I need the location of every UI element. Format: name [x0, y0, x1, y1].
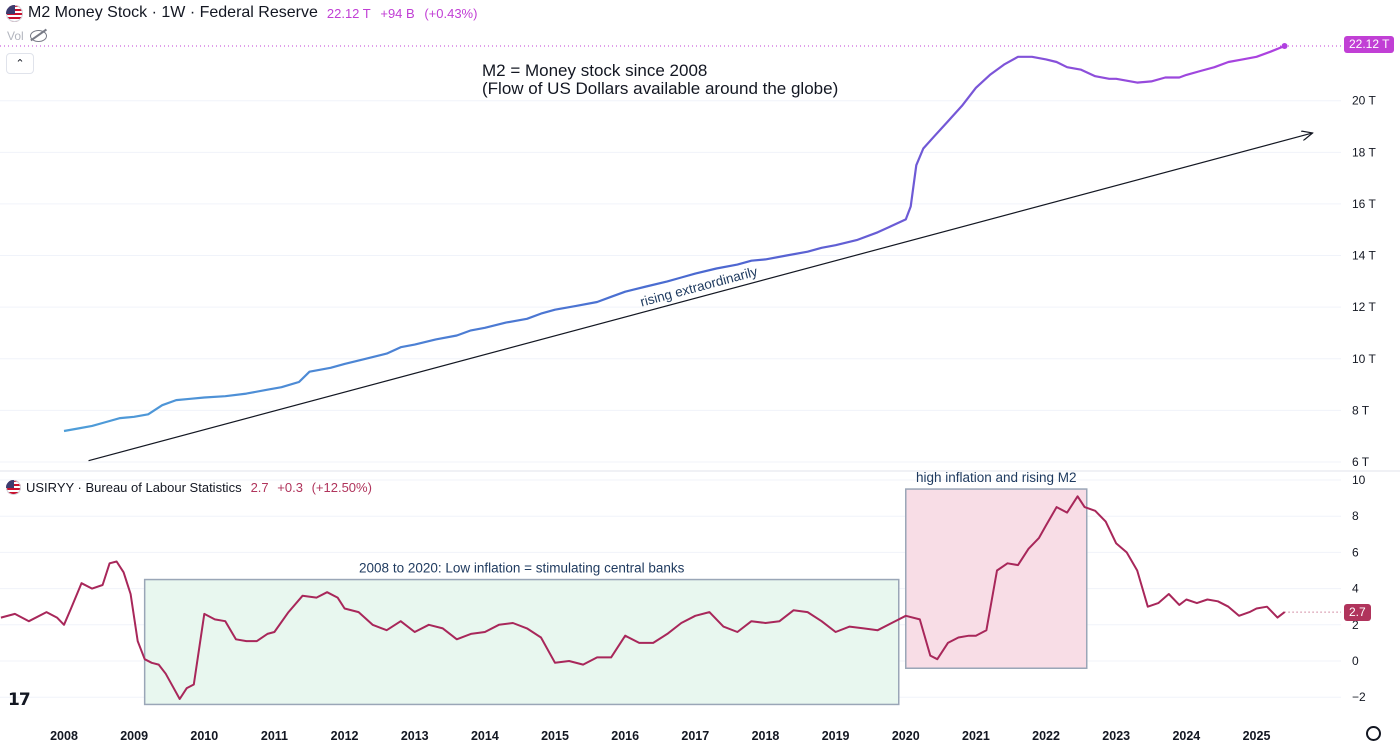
gear-icon[interactable] — [1366, 726, 1381, 741]
x-tick-label: 2013 — [401, 729, 429, 743]
chevron-up-icon: ⌃ — [15, 58, 25, 70]
m2-annotation-subtitle: (Flow of US Dollars available around the… — [482, 79, 838, 98]
high-inflation-label: high inflation and rising M2 — [916, 470, 1077, 485]
x-tick-label: 2009 — [120, 729, 148, 743]
sub-change: +0.3 — [277, 480, 303, 495]
cpi-y-tick-label: 4 — [1352, 582, 1359, 596]
x-tick-label: 2019 — [822, 729, 850, 743]
collapse-legend-button[interactable]: ⌃ — [6, 53, 34, 74]
m2-y-tick-label: 12 T — [1352, 300, 1376, 314]
x-tick-label: 2016 — [611, 729, 639, 743]
m2-last-point — [1281, 43, 1288, 49]
x-tick-label: 2025 — [1243, 729, 1271, 743]
x-tick-label: 2012 — [331, 729, 359, 743]
sub-change-pct: (+12.50%) — [311, 480, 372, 495]
cpi-y-tick-label: 2 — [1352, 618, 1359, 632]
main-series-values: 22.12 T +94 B (+0.43%) — [327, 6, 484, 21]
main-legend: M2 Money Stock · 1W · Federal Reserve 22… — [6, 4, 483, 22]
m2-y-tick-label: 6 T — [1352, 455, 1370, 469]
x-tick-label: 2020 — [892, 729, 920, 743]
x-tick-label: 2021 — [962, 729, 990, 743]
cpi-y-tick-label: 0 — [1352, 654, 1359, 668]
cpi-y-tick-label: −2 — [1352, 690, 1366, 704]
x-tick-label: 2017 — [681, 729, 709, 743]
cpi-y-tick-label: 6 — [1352, 545, 1359, 559]
m2-y-tick-label: 18 T — [1352, 145, 1376, 159]
main-change: +94 B — [380, 5, 415, 21]
volume-label: Vol — [7, 29, 24, 43]
x-tick-label: 2018 — [752, 729, 780, 743]
x-tick-label: 2008 — [50, 729, 78, 743]
m2-y-tick-label: 8 T — [1352, 403, 1370, 417]
x-tick-label: 2023 — [1102, 729, 1130, 743]
eye-off-icon[interactable] — [29, 30, 47, 42]
x-tick-label: 2011 — [261, 729, 288, 743]
main-change-pct: (+0.43%) — [424, 5, 478, 21]
x-tick-label: 2015 — [541, 729, 569, 743]
m2-y-tick-label: 16 T — [1352, 197, 1376, 211]
main-last-value: 22.12 T — [326, 5, 371, 21]
m2-series-line — [63, 44, 1286, 433]
volume-legend[interactable]: Vol — [7, 29, 47, 43]
sub-series-values: 2.7 +0.3 (+12.50%) — [251, 480, 377, 495]
x-tick-label: 2010 — [190, 729, 218, 743]
main-series-title[interactable]: M2 Money Stock · 1W · Federal Reserve — [28, 4, 318, 21]
m2-y-tick-label: 10 T — [1352, 352, 1376, 366]
m2-last-price-tag: 22.12 T — [1344, 36, 1395, 53]
x-tick-label: 2022 — [1032, 729, 1060, 743]
us-flag-icon — [6, 4, 23, 22]
cpi-y-tick-label: 10 — [1352, 473, 1366, 487]
sub-last-value: 2.7 — [250, 480, 269, 495]
m2-annotation-title: M2 = Money stock since 2008 — [482, 61, 707, 80]
x-tick-label: 2024 — [1172, 729, 1200, 743]
m2-y-tick-label: 14 T — [1352, 249, 1376, 263]
cpi-last-price-tag: 2.7 — [1344, 604, 1371, 621]
sub-legend: USIRYY · Bureau of Labour Statistics 2.7… — [6, 480, 377, 495]
low-inflation-box — [143, 578, 900, 706]
us-flag-icon — [6, 480, 21, 495]
cpi-y-tick-label: 8 — [1352, 509, 1359, 523]
m2-y-tick-label: 20 T — [1352, 94, 1376, 108]
cpi-series-line — [0, 495, 1286, 700]
tradingview-logo[interactable]: 17 — [8, 690, 31, 710]
x-tick-label: 2014 — [471, 729, 499, 743]
sub-series-title[interactable]: USIRYY · Bureau of Labour Statistics — [26, 480, 242, 495]
trend-arrow — [88, 133, 1313, 462]
trend-arrow-label: rising extraordinarily — [639, 264, 760, 310]
low-inflation-label: 2008 to 2020: Low inflation = stimulatin… — [359, 561, 685, 576]
